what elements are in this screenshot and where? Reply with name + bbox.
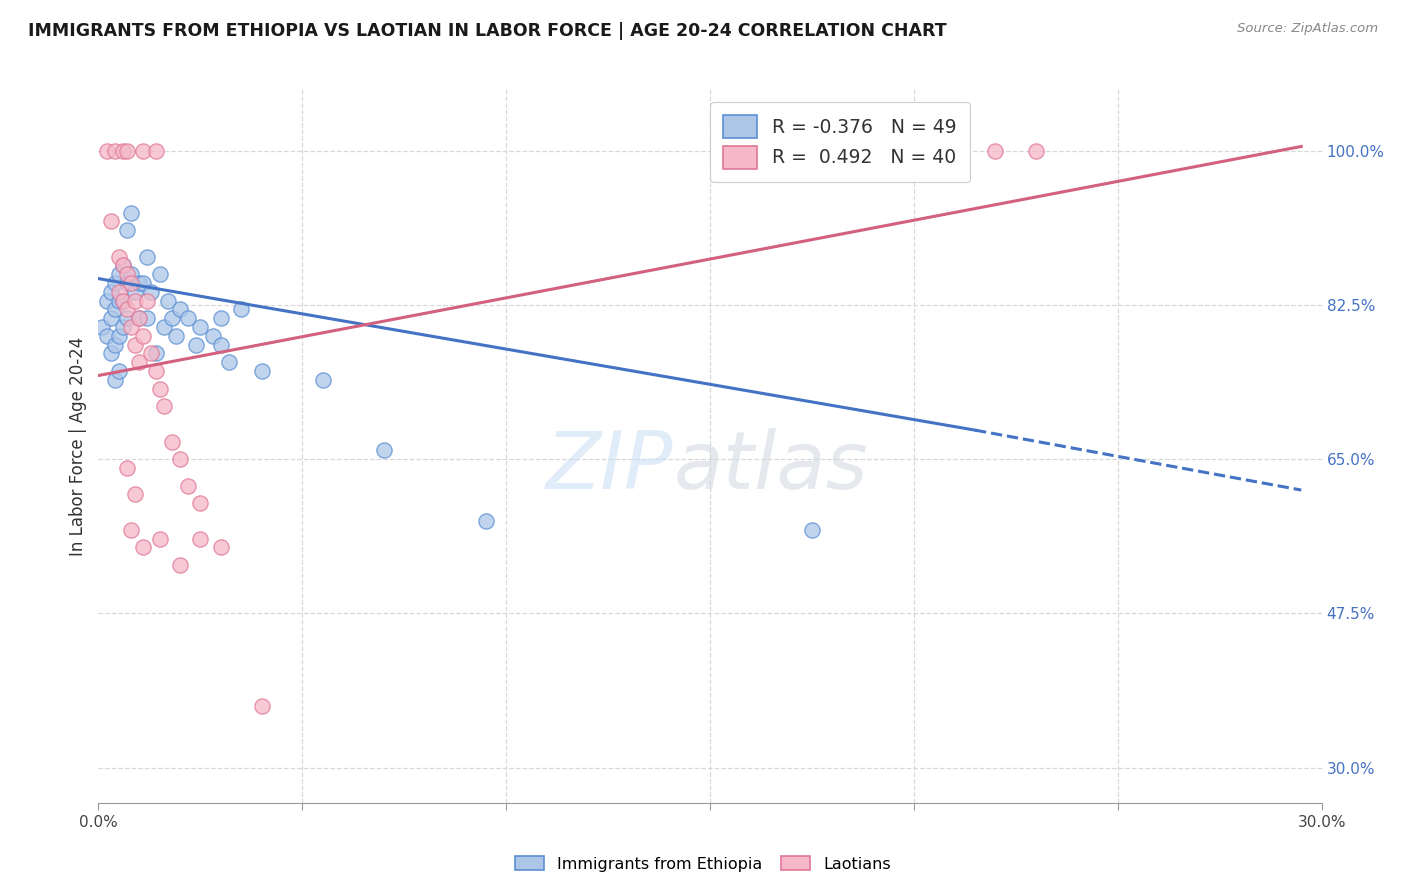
Point xyxy=(209,541,232,555)
Point xyxy=(120,523,142,537)
Point xyxy=(100,346,122,360)
Point xyxy=(209,311,232,326)
Point xyxy=(115,276,138,290)
Point xyxy=(801,523,824,537)
Point xyxy=(218,355,240,369)
Point xyxy=(250,364,273,378)
Point xyxy=(160,434,183,449)
Point xyxy=(128,311,150,326)
Point xyxy=(111,144,134,158)
Point xyxy=(145,346,167,360)
Legend: Immigrants from Ethiopia, Laotians: Immigrants from Ethiopia, Laotians xyxy=(508,848,898,880)
Point xyxy=(111,293,134,308)
Point xyxy=(136,293,159,308)
Point xyxy=(124,293,146,308)
Point xyxy=(132,144,155,158)
Point xyxy=(115,311,138,326)
Point xyxy=(128,311,150,326)
Point xyxy=(96,329,118,343)
Y-axis label: In Labor Force | Age 20-24: In Labor Force | Age 20-24 xyxy=(69,336,87,556)
Point xyxy=(120,205,142,219)
Point xyxy=(141,346,163,360)
Point xyxy=(984,144,1007,158)
Text: Source: ZipAtlas.com: Source: ZipAtlas.com xyxy=(1237,22,1378,36)
Point xyxy=(177,478,200,492)
Point xyxy=(108,293,131,308)
Point xyxy=(104,302,127,317)
Point xyxy=(111,320,134,334)
Point xyxy=(165,329,187,343)
Point xyxy=(312,373,335,387)
Point xyxy=(108,364,131,378)
Point xyxy=(169,452,191,467)
Point xyxy=(474,514,498,528)
Point xyxy=(108,267,131,281)
Point xyxy=(132,276,155,290)
Point xyxy=(149,267,172,281)
Point xyxy=(124,487,146,501)
Point xyxy=(115,223,138,237)
Point xyxy=(111,259,134,273)
Point xyxy=(100,285,122,299)
Point xyxy=(186,337,208,351)
Point xyxy=(120,267,142,281)
Point xyxy=(100,311,122,326)
Point xyxy=(231,302,253,317)
Point xyxy=(169,302,191,317)
Point xyxy=(128,355,150,369)
Point xyxy=(111,293,134,308)
Point xyxy=(250,698,273,713)
Point xyxy=(149,532,172,546)
Point xyxy=(96,293,118,308)
Point xyxy=(115,267,138,281)
Point xyxy=(108,329,131,343)
Point xyxy=(108,285,131,299)
Point xyxy=(201,329,224,343)
Point xyxy=(100,214,122,228)
Legend: R = -0.376   N = 49, R =  0.492   N = 40: R = -0.376 N = 49, R = 0.492 N = 40 xyxy=(710,103,970,182)
Point xyxy=(156,293,179,308)
Point xyxy=(128,276,150,290)
Point xyxy=(115,461,138,475)
Point xyxy=(145,364,167,378)
Point xyxy=(104,337,127,351)
Point xyxy=(104,144,127,158)
Text: ZIP: ZIP xyxy=(546,428,673,507)
Point xyxy=(169,558,191,572)
Point xyxy=(104,276,127,290)
Point xyxy=(115,302,138,317)
Point xyxy=(108,250,131,264)
Point xyxy=(160,311,183,326)
Point xyxy=(111,259,134,273)
Point xyxy=(96,144,118,158)
Text: atlas: atlas xyxy=(673,428,868,507)
Point xyxy=(104,373,127,387)
Point xyxy=(149,382,172,396)
Point xyxy=(120,276,142,290)
Point xyxy=(136,250,159,264)
Point xyxy=(177,311,200,326)
Point xyxy=(188,496,212,510)
Text: IMMIGRANTS FROM ETHIOPIA VS LAOTIAN IN LABOR FORCE | AGE 20-24 CORRELATION CHART: IMMIGRANTS FROM ETHIOPIA VS LAOTIAN IN L… xyxy=(28,22,946,40)
Point xyxy=(188,532,212,546)
Point xyxy=(124,285,146,299)
Point xyxy=(120,320,142,334)
Point xyxy=(141,285,163,299)
Point xyxy=(373,443,395,458)
Point xyxy=(132,541,155,555)
Point xyxy=(132,329,155,343)
Point xyxy=(152,320,174,334)
Point xyxy=(209,337,232,351)
Point xyxy=(1025,144,1047,158)
Point xyxy=(145,144,167,158)
Point xyxy=(124,337,146,351)
Point xyxy=(91,320,114,334)
Point xyxy=(188,320,212,334)
Point xyxy=(152,400,174,414)
Point xyxy=(115,144,138,158)
Point xyxy=(136,311,159,326)
